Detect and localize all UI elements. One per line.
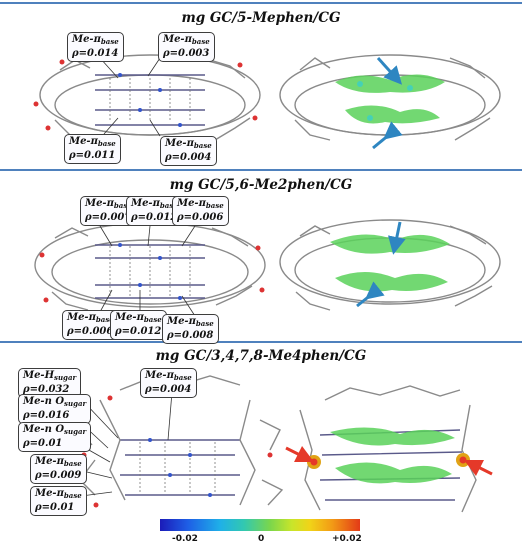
isosurface-3 (330, 427, 455, 484)
colorbar (160, 519, 360, 531)
interaction-label: Me-πbase ρ=0.014 (67, 32, 124, 62)
interaction-label: Me-πbase ρ=0.01 (30, 486, 87, 516)
interaction-label: Me-πbase ρ=0.012 (110, 310, 167, 340)
interaction-label: Me-πbase ρ=0.006 (62, 310, 119, 340)
interaction-label: Me-πbase ρ=0.004 (140, 368, 197, 398)
panel-2-title: mg GC/5,6-Me2phen/CG (169, 177, 353, 193)
isosurface-2 (330, 234, 450, 292)
oxygen-atoms-1 (33, 59, 258, 131)
separator-1 (0, 169, 522, 171)
separator-2 (0, 341, 522, 343)
panel-3-title: mg GC/3,4,7,8-Me4phen/CG (155, 348, 367, 364)
interaction-label: Me-πbase ρ=0.008 (162, 314, 219, 344)
colorbar-mid-label: 0 (258, 534, 265, 544)
interaction-label: Me-πbase ρ=0.004 (160, 136, 217, 166)
panel-1-title: mg GC/5-Mephen/CG (181, 10, 341, 26)
interaction-label: Me-πbase ρ=0.003 (158, 32, 215, 62)
interaction-label: Me-πbase ρ=0.006 (172, 196, 229, 226)
interaction-label: Me-πbase ρ=0.009 (30, 454, 87, 484)
isosurface-1 (335, 74, 445, 124)
interaction-label: Me-n Osugar ρ=0.016 (18, 394, 92, 424)
colorbar-min-label: -0.02 (172, 534, 198, 544)
interaction-label: Me-Hsugar ρ=0.032 (18, 368, 82, 398)
panel-1-structure-left (39, 54, 261, 141)
colorbar-max-label: +0.02 (332, 534, 362, 544)
interaction-label: Me-n Osugar ρ=0.01 (18, 422, 92, 452)
separator-top (0, 2, 522, 4)
nitrogen-atoms-1 (118, 73, 182, 127)
interaction-label: Me-πbase ρ=0.011 (64, 134, 121, 164)
